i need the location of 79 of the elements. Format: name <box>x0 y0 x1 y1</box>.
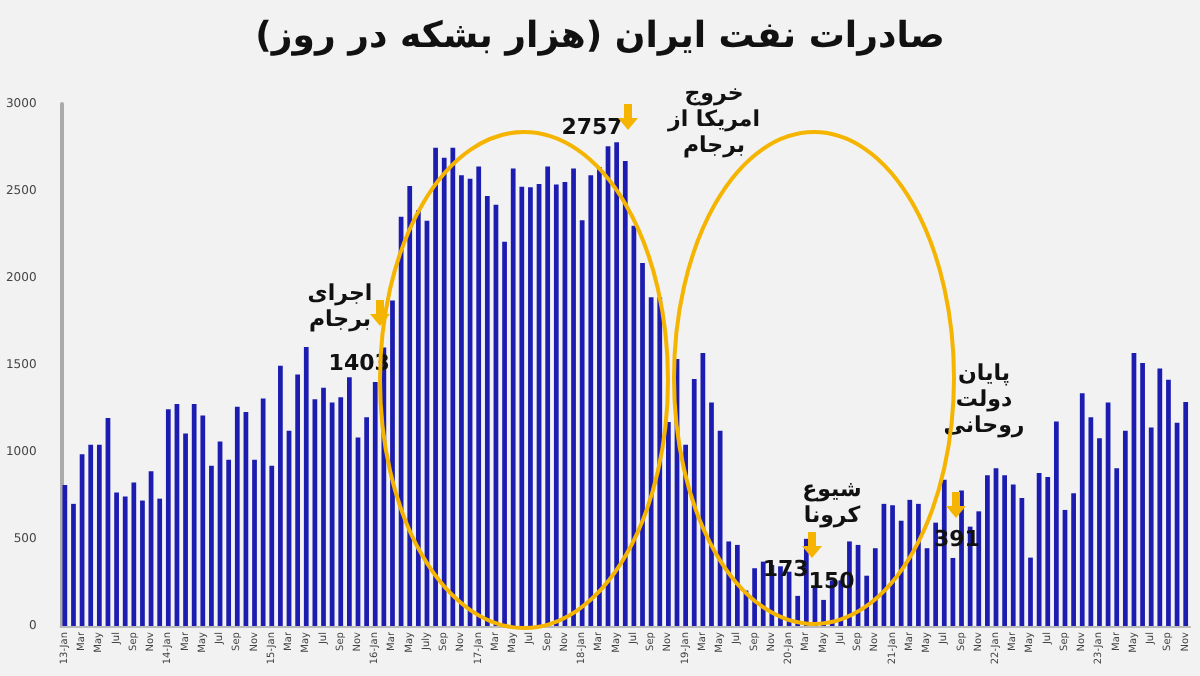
bar <box>347 377 352 626</box>
bar <box>916 503 921 626</box>
bar <box>62 485 68 626</box>
annotation: خروج امریکا از برجام <box>665 80 761 158</box>
bar <box>700 352 706 626</box>
bar <box>191 403 197 626</box>
bar <box>976 511 982 626</box>
bar <box>1114 468 1120 626</box>
bar <box>165 409 171 626</box>
bar <box>96 444 102 626</box>
bar <box>209 465 214 626</box>
bar <box>907 499 913 626</box>
bar <box>114 492 119 626</box>
bar <box>1140 363 1145 626</box>
annotation: اجرای برجام <box>307 280 373 332</box>
bar <box>1010 484 1016 626</box>
bar <box>1045 477 1051 626</box>
bar <box>648 297 654 626</box>
bar <box>1122 430 1128 626</box>
bar <box>683 444 688 626</box>
bar <box>1166 379 1171 626</box>
bar <box>390 300 395 626</box>
annotation: شیوع کرونا <box>802 476 862 528</box>
bar <box>476 166 482 626</box>
bar <box>872 548 878 626</box>
bar <box>321 387 326 626</box>
bar <box>1183 401 1189 626</box>
bar <box>459 175 464 626</box>
bar <box>278 365 283 626</box>
bar <box>622 161 628 626</box>
bar <box>933 522 939 626</box>
bar <box>234 406 240 626</box>
bar <box>1002 475 1007 626</box>
bar <box>303 346 309 626</box>
bar <box>140 500 145 626</box>
bar <box>1071 493 1076 626</box>
bar <box>450 147 456 626</box>
bar <box>1097 438 1102 626</box>
bar <box>88 444 94 626</box>
bar <box>864 575 870 626</box>
bar <box>760 561 766 626</box>
bar <box>1028 557 1033 626</box>
chart-title: صادرات نفت ایران (هزار بشکه در روز) <box>255 15 945 57</box>
bar <box>734 544 740 626</box>
bar <box>433 147 438 626</box>
bar <box>183 433 188 626</box>
bar <box>407 185 413 626</box>
bar <box>226 459 232 626</box>
bar <box>415 210 421 626</box>
bar <box>640 263 645 626</box>
bar <box>985 475 990 626</box>
bar <box>1079 393 1085 626</box>
bar <box>484 196 490 626</box>
bar <box>726 541 732 626</box>
bar <box>1053 421 1059 626</box>
bar <box>502 241 507 626</box>
bar <box>295 374 301 626</box>
data-label: 2757 <box>561 114 623 141</box>
bar <box>890 505 895 626</box>
bar <box>666 422 671 626</box>
bar <box>364 417 369 626</box>
bar <box>752 568 757 626</box>
bar <box>709 402 714 626</box>
bar <box>597 167 602 626</box>
bar <box>1157 368 1163 626</box>
bar <box>588 175 594 626</box>
bar <box>614 142 620 626</box>
bar <box>553 184 559 626</box>
bar <box>510 168 516 626</box>
bar <box>131 482 137 626</box>
bar <box>157 498 163 626</box>
bar <box>528 187 533 626</box>
bar <box>338 397 344 626</box>
bar <box>260 398 266 626</box>
bar <box>657 297 663 626</box>
bar <box>545 166 551 626</box>
bar <box>71 503 76 626</box>
bar <box>571 168 576 626</box>
bar <box>252 459 257 626</box>
